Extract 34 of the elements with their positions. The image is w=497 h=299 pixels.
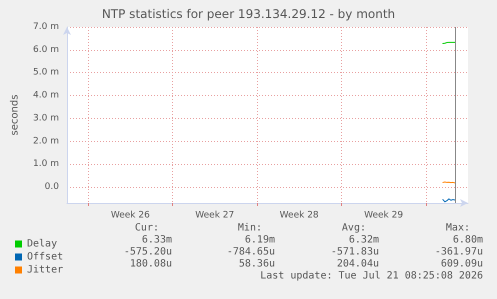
- x-tick-label: Week 27: [195, 210, 234, 220]
- text: Avg:: [342, 222, 366, 234]
- legend-label: Delay: [27, 238, 58, 250]
- text: 58.36u: [238, 258, 275, 270]
- text: Max:: [446, 222, 470, 234]
- y-tick-label: 7.0 m: [33, 22, 59, 32]
- y-axis-title: seconds: [10, 94, 20, 136]
- text: 609.09u: [440, 258, 483, 270]
- y-tick-label: 5.0 m: [33, 68, 59, 78]
- text: 204.04u: [336, 258, 379, 270]
- text: -571.83u: [330, 246, 379, 258]
- text: 6.32m: [348, 234, 379, 246]
- y-tick-label: 2.0 m: [33, 136, 59, 146]
- x-tick-label: Week 28: [280, 210, 319, 220]
- x-tick-label: Week 29: [364, 210, 404, 220]
- y-tick-label: 3.0 m: [33, 113, 59, 124]
- y-tick-label: 6.0 m: [33, 44, 59, 55]
- y-tick-label: 1.0 m: [33, 159, 59, 170]
- text: Min:: [238, 222, 262, 234]
- y-tick-label: 4.0 m: [33, 90, 59, 101]
- text: 6.80m: [452, 234, 483, 246]
- legend-label: Jitter: [27, 264, 64, 276]
- x-tick-label: Week 26: [110, 210, 150, 220]
- text: -784.65u: [226, 246, 275, 258]
- text: 180.08u: [130, 258, 172, 270]
- text: -361.97u: [434, 246, 483, 258]
- text: -575.20u: [124, 246, 172, 258]
- text: Cur:: [134, 222, 159, 234]
- text: Last update: Tue Jul 21 08:25:08 2026: [260, 270, 483, 282]
- legend-label: Offset: [27, 252, 64, 262]
- text: 6.33m: [142, 234, 172, 246]
- y-tick-label: 0.0: [44, 182, 60, 192]
- chart-title: NTP statistics for peer 193.134.29.12 - by month: [102, 7, 396, 21]
- text: 6.19m: [244, 234, 275, 246]
